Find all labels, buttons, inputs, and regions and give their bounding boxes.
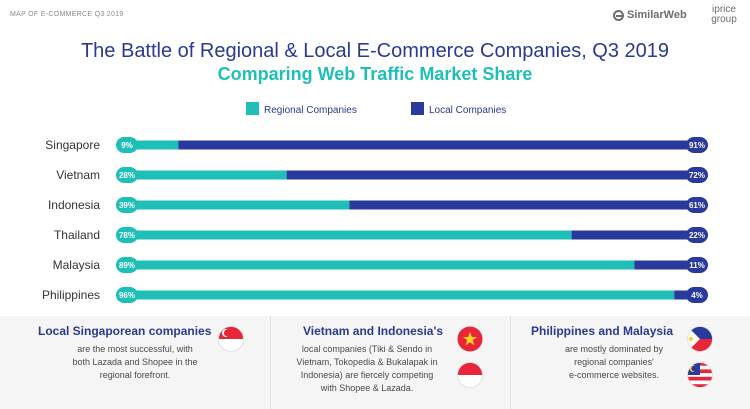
insight-line: are the most successful, with <box>77 344 193 354</box>
insight-body: are the most successful, with both Lazada… <box>60 343 210 382</box>
insight-heading: Vietnam and Indonesia's <box>303 324 444 338</box>
top-bar: MAP OF E-COMMERCE Q3 2019 SimilarWeb ipr… <box>0 0 750 32</box>
legend-swatch-local <box>411 102 424 115</box>
chart-subtitle: Comparing Web Traffic Market Share <box>217 64 533 84</box>
bar-local <box>286 170 697 180</box>
iprice-logo-line2: group <box>711 14 737 25</box>
insight-vietnam-indonesia: Vietnam and Indonesia's local companies … <box>270 316 510 409</box>
insight-line: both Lazada and Shopee in the <box>72 357 198 367</box>
value-pill-local <box>686 257 708 273</box>
value-label-regional: 96% <box>119 291 135 300</box>
insight-philippines-malaysia: Philippines and Malaysia are mostly domi… <box>510 316 750 409</box>
bar-regional <box>127 230 572 240</box>
insight-body: are mostly dominated by regional companie… <box>539 343 689 382</box>
bar-local <box>571 230 697 240</box>
insight-line: regional forefront. <box>99 370 171 380</box>
bar-local <box>674 290 697 300</box>
value-label-regional: 28% <box>119 171 135 180</box>
insight-body: local companies (Tiki & Sendo in Vietnam,… <box>277 343 457 395</box>
insight-line: e-commerce websites. <box>568 370 660 380</box>
category-label: Malaysia <box>53 258 101 272</box>
category-label: Singapore <box>45 138 100 152</box>
insight-line: with Shopee & Lazada. <box>320 383 414 393</box>
bar-regional <box>127 290 675 300</box>
insight-line: are mostly dominated by <box>564 344 664 354</box>
value-label-regional: 89% <box>119 261 135 270</box>
similarweb-mark-icon <box>613 9 624 21</box>
chart-title: The Battle of Regional & Local E-Commerc… <box>80 40 670 62</box>
value-label-regional: 9% <box>121 141 133 150</box>
value-label-regional: 78% <box>119 231 135 240</box>
category-label: Thailand <box>54 228 100 242</box>
bar-local <box>349 200 697 210</box>
philippines-flag-icon <box>687 326 713 352</box>
value-pill-local <box>686 167 708 183</box>
stacked-bar-chart: Regional Companies Local Companies Singapo… <box>42 102 708 303</box>
insight-line: local companies (Tiki & Sendo in <box>301 344 433 354</box>
bar-local <box>634 260 697 270</box>
value-pill-local <box>686 197 708 213</box>
report-tag: MAP OF E-COMMERCE Q3 2019 <box>10 11 124 18</box>
iprice-group-logo: iprice group <box>704 5 744 25</box>
category-label: Philippines <box>42 288 100 302</box>
value-label-local: 11% <box>689 261 705 270</box>
value-label-local: 91% <box>689 141 705 150</box>
category-label: Vietnam <box>56 168 100 182</box>
value-pill-regional <box>116 197 138 213</box>
malaysia-flag-icon <box>687 362 713 388</box>
category-label: Indonesia <box>48 198 100 212</box>
indonesia-flag-icon <box>457 362 483 388</box>
value-pill-local <box>686 227 708 243</box>
value-label-local: 22% <box>689 231 705 240</box>
value-pill-regional <box>116 227 138 243</box>
insights-panel: Local Singaporean companies are the most… <box>0 316 750 409</box>
value-pill-regional <box>116 167 138 183</box>
value-pill-regional <box>116 287 138 303</box>
value-label-local: 4% <box>691 291 703 300</box>
value-label-regional: 39% <box>119 201 135 210</box>
value-pill-local <box>686 137 708 153</box>
bar-regional <box>127 260 635 270</box>
insight-heading: Local Singaporean companies <box>38 324 212 338</box>
bar-regional <box>127 140 179 150</box>
similarweb-logo: SimilarWeb <box>613 9 687 21</box>
legend-swatch-regional <box>246 102 259 115</box>
vietnam-flag-icon <box>457 326 483 352</box>
iprice-logo-line1: iprice <box>712 4 736 15</box>
value-pill-local <box>686 287 708 303</box>
similarweb-logo-text: SimilarWeb <box>627 9 687 21</box>
singapore-flag-icon <box>218 326 244 352</box>
value-pill-regional <box>116 137 138 153</box>
legend-label-local: Local Companies <box>429 105 506 116</box>
value-pill-regional <box>116 257 138 273</box>
insight-singapore: Local Singaporean companies are the most… <box>0 316 270 409</box>
bar-local <box>178 140 698 150</box>
insight-heading: Philippines and Malaysia <box>531 324 674 338</box>
bar-regional <box>127 200 350 210</box>
value-label-local: 61% <box>689 201 705 210</box>
bar-regional <box>127 170 287 180</box>
legend-label-regional: Regional Companies <box>264 105 357 116</box>
value-label-local: 72% <box>689 171 705 180</box>
insight-line: Indonesia) are fiercely competing <box>300 370 434 380</box>
insight-line: Vietnam, Tokopedia & Bukalapak in <box>296 357 438 367</box>
insight-line: regional companies' <box>574 357 654 367</box>
